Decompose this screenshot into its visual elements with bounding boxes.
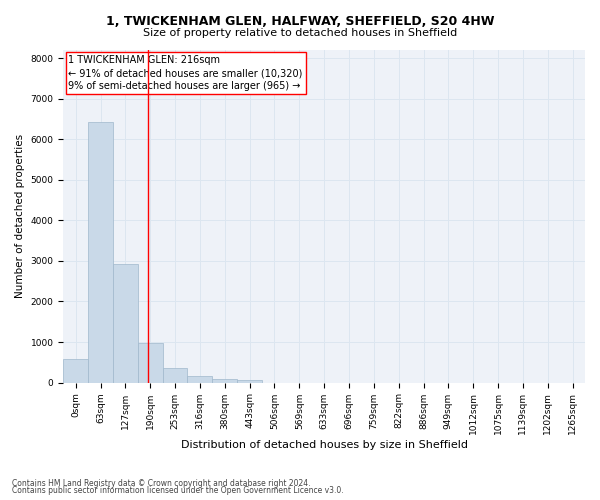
Text: Size of property relative to detached houses in Sheffield: Size of property relative to detached ho… bbox=[143, 28, 457, 38]
Bar bbox=[63, 359, 88, 382]
X-axis label: Distribution of detached houses by size in Sheffield: Distribution of detached houses by size … bbox=[181, 440, 467, 450]
Bar bbox=[163, 368, 187, 382]
Text: 1, TWICKENHAM GLEN, HALFWAY, SHEFFIELD, S20 4HW: 1, TWICKENHAM GLEN, HALFWAY, SHEFFIELD, … bbox=[106, 15, 494, 28]
Bar bbox=[237, 380, 262, 382]
Bar bbox=[88, 122, 113, 382]
Y-axis label: Number of detached properties: Number of detached properties bbox=[15, 134, 25, 298]
Bar bbox=[113, 264, 138, 382]
Text: Contains public sector information licensed under the Open Government Licence v3: Contains public sector information licen… bbox=[12, 486, 344, 495]
Bar bbox=[187, 376, 212, 382]
Text: Contains HM Land Registry data © Crown copyright and database right 2024.: Contains HM Land Registry data © Crown c… bbox=[12, 478, 311, 488]
Text: 1 TWICKENHAM GLEN: 216sqm
← 91% of detached houses are smaller (10,320)
9% of se: 1 TWICKENHAM GLEN: 216sqm ← 91% of detac… bbox=[68, 55, 303, 92]
Bar bbox=[138, 343, 163, 382]
Bar bbox=[212, 379, 237, 382]
